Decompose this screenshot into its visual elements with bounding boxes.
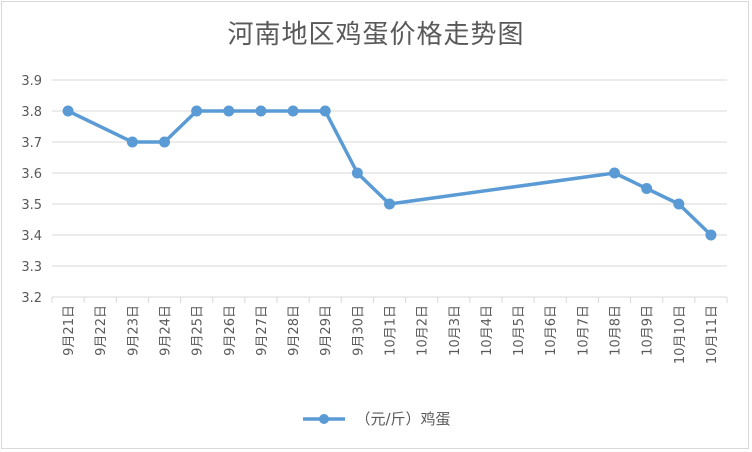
data-point xyxy=(191,105,203,117)
data-point xyxy=(351,167,363,179)
x-axis: 9月21日 9月22日 9月23日 9月24日 9月25日 9月26日 9月27日 9月28日… xyxy=(51,296,728,364)
x-tick-label: 10月11日 xyxy=(705,305,720,364)
data-point xyxy=(62,105,74,117)
x-tick-label: 10月3日 xyxy=(448,305,463,356)
chart-title: 河南地区鸡蛋价格走势图 xyxy=(227,20,525,50)
data-point xyxy=(287,105,299,117)
x-tick-label: 10月9日 xyxy=(641,305,656,356)
x-tick-label: 9月22日 xyxy=(94,305,109,356)
data-point xyxy=(673,198,685,210)
x-tick-label: 9月28日 xyxy=(287,305,302,356)
data-point xyxy=(384,198,395,210)
x-tick-label: 10月1日 xyxy=(384,305,399,356)
data-point xyxy=(126,136,138,148)
y-tick-label: 3.3 xyxy=(21,260,42,275)
line-chart: 3.2 3.3 3.4 3.5 3.6 3.7 3.8 3.9 9月21日 9月22日 9月23日… xyxy=(21,74,728,364)
legend-label: （元/斤）鸡蛋 xyxy=(355,410,451,428)
data-point xyxy=(705,229,717,241)
x-tick-label: 10月8日 xyxy=(609,305,624,356)
x-tick-label: 9月27日 xyxy=(255,305,270,356)
x-tick-label: 9月29日 xyxy=(319,305,334,356)
y-axis: 3.2 3.3 3.4 3.5 3.6 3.7 3.8 3.9 xyxy=(21,74,42,306)
data-point xyxy=(609,167,620,179)
y-tick-label: 3.2 xyxy=(21,291,42,306)
x-tick-label: 10月2日 xyxy=(416,305,431,356)
series-layer xyxy=(62,105,717,241)
gridlines xyxy=(52,79,727,298)
x-tick-label: 10月5日 xyxy=(512,305,527,356)
x-tick-label: 10月4日 xyxy=(480,305,495,356)
x-tick-label: 9月26日 xyxy=(223,305,238,356)
x-tick-label: 10月10日 xyxy=(673,305,688,364)
data-point xyxy=(159,136,170,148)
y-tick-label: 3.6 xyxy=(21,167,42,182)
x-tick-label: 9月24日 xyxy=(159,305,174,356)
x-tick-label: 9月30日 xyxy=(351,305,366,356)
x-tick-label: 9月23日 xyxy=(126,305,141,356)
y-tick-label: 3.4 xyxy=(21,229,42,244)
y-tick-label: 3.5 xyxy=(21,198,42,213)
legend-marker xyxy=(303,413,346,424)
data-point xyxy=(255,105,267,117)
y-tick-label: 3.8 xyxy=(21,105,42,120)
x-tick-label: 9月21日 xyxy=(62,305,77,356)
x-tick-label: 10月7日 xyxy=(576,305,591,356)
data-point xyxy=(319,105,331,117)
x-tick-label: 10月6日 xyxy=(544,305,559,356)
series-line xyxy=(66,109,713,237)
y-tick-label: 3.9 xyxy=(21,74,42,89)
data-point xyxy=(641,183,653,194)
data-point xyxy=(223,105,235,117)
legend: （元/斤）鸡蛋 xyxy=(0,408,752,429)
x-tick-label: 9月25日 xyxy=(191,305,206,356)
y-tick-label: 3.7 xyxy=(21,136,42,151)
